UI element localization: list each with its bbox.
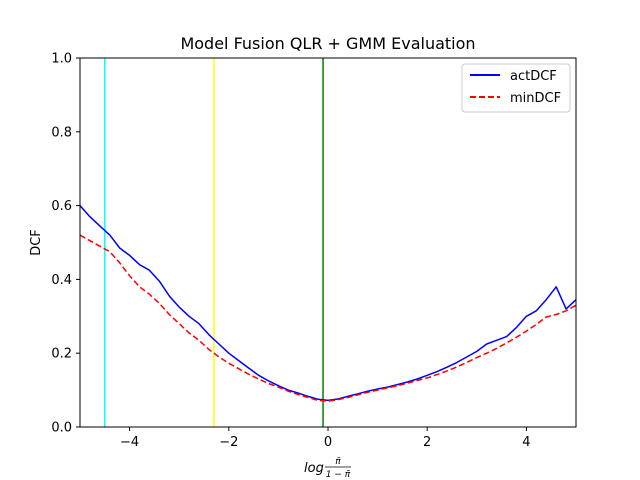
x-axis-label: log π̃ 1 − π̃ <box>304 457 351 480</box>
y-axis-ticks: 0.0 0.2 0.4 0.6 0.8 1.0 <box>51 52 80 436</box>
series-line-actdcf <box>80 205 576 402</box>
series-line-mindcf <box>80 234 576 402</box>
x-axis-label-numerator: π̃ <box>335 457 341 467</box>
y-axis-label: DCF <box>29 229 44 256</box>
x-tick-label: 0 <box>324 435 332 450</box>
vertical-lines <box>104 58 324 427</box>
x-tick-label: 4 <box>522 435 530 450</box>
y-tick-label: 0.6 <box>51 199 72 214</box>
y-tick-label: 0.0 <box>51 421 72 436</box>
legend-label-mindcf: minDCF <box>510 91 561 106</box>
y-tick-label: 0.2 <box>51 347 72 362</box>
x-axis-label-denominator: 1 − π̃ <box>326 470 351 480</box>
legend: actDCF minDCF <box>461 63 571 113</box>
x-tick-label: 2 <box>423 435 431 450</box>
legend-label-actdcf: actDCF <box>510 69 557 84</box>
x-tick-label: −4 <box>120 435 139 450</box>
y-tick-label: 0.8 <box>51 125 72 140</box>
x-tick-label: −2 <box>219 435 238 450</box>
x-axis-label-prefix: log <box>304 461 324 476</box>
y-tick-label: 0.4 <box>51 273 72 288</box>
series-lines <box>80 205 576 402</box>
chart-title: Model Fusion QLR + GMM Evaluation <box>180 34 475 53</box>
y-tick-label: 1.0 <box>51 52 72 67</box>
x-axis-ticks: −4 −2 0 2 4 <box>120 427 531 450</box>
